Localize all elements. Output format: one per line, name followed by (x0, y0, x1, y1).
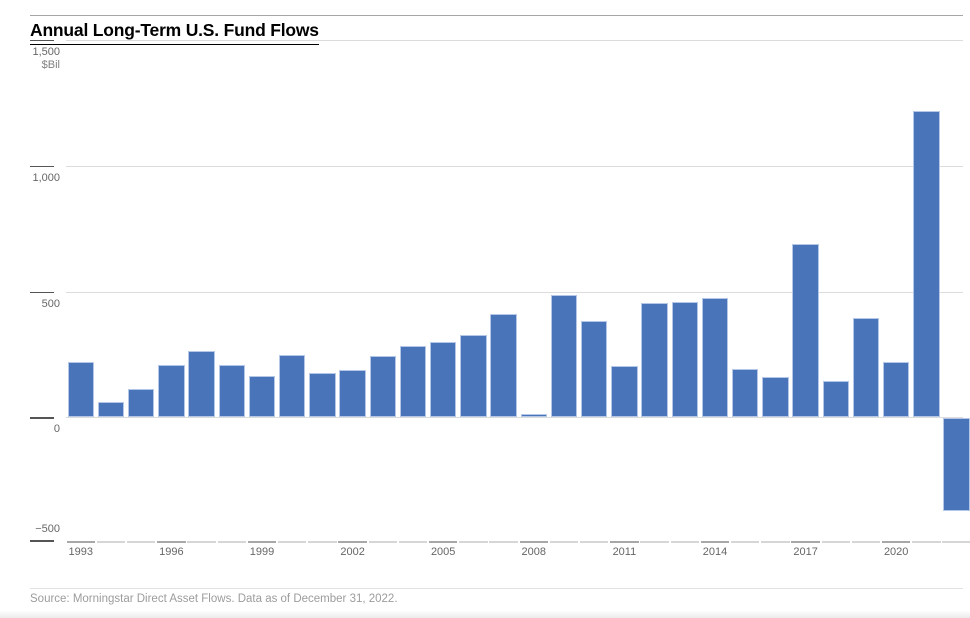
gridline-500 (65, 291, 963, 293)
bar-1996[interactable] (158, 365, 185, 418)
x-axis-tick-1994 (96, 541, 126, 543)
x-axis-label-2008: 2008 (521, 546, 547, 559)
y-axis-label-500: 500 (41, 297, 60, 310)
x-axis-label-2017: 2017 (793, 546, 818, 559)
gridline-0 (65, 417, 963, 419)
x-axis-label-2011: 2011 (612, 546, 637, 559)
bar-1998[interactable] (218, 365, 245, 418)
bar-2018[interactable] (822, 380, 849, 418)
x-axis-label-1999: 1999 (249, 546, 275, 559)
x-axis-tick-2002 (338, 541, 367, 543)
bar-1995[interactable] (128, 389, 155, 418)
x-axis-label-2002: 2002 (340, 546, 365, 559)
bar-chart-plot-area: 1,500 $Bil 1,000 500 0 −500 1993 1996 1999 2002 20… (30, 39, 970, 559)
bar-2003[interactable] (369, 356, 396, 418)
y-axis-label-0: 0 (53, 423, 60, 436)
source-note: Source: Morningstar Direct Asset Flows. … (30, 593, 398, 605)
x-axis-tick-2019 (851, 541, 881, 543)
x-axis-tick-2007 (489, 541, 518, 543)
bar-2021[interactable] (913, 110, 940, 418)
bar-1993[interactable] (67, 362, 94, 418)
x-axis-tick-2008 (519, 541, 548, 543)
bar-2014[interactable] (701, 297, 729, 418)
bar-2002[interactable] (339, 370, 366, 418)
y-axis-label-1000: 1,000 (32, 171, 60, 184)
x-axis-tick-2000 (278, 541, 307, 543)
bar-2004[interactable] (399, 346, 427, 418)
bar-2005[interactable] (430, 342, 457, 418)
x-axis-tick-2011 (610, 541, 639, 543)
x-axis-label-1996: 1996 (159, 546, 184, 559)
bar-2010[interactable] (581, 321, 608, 418)
x-axis-tick-2004 (398, 541, 428, 543)
y-axis-unit-label: $Bil (41, 58, 60, 71)
y-axis-label--500: −500 (35, 523, 60, 535)
x-axis-tick-2005 (429, 541, 458, 543)
bar-2009[interactable] (550, 294, 578, 418)
y-axis-label-1500: 1,500 (32, 45, 60, 58)
x-axis-tick-1996 (157, 541, 186, 543)
x-axis-tick-2017 (791, 541, 820, 543)
bar-1997[interactable] (188, 350, 215, 418)
x-axis-tick-2016 (761, 541, 790, 543)
y-axis-tick--500 (30, 540, 54, 542)
bar-1994[interactable] (97, 402, 125, 418)
x-axis-tick-1993 (66, 541, 95, 543)
x-axis-tick-2022 (942, 541, 970, 543)
y-axis-tick-1000 (30, 165, 54, 168)
y-axis-tick-500 (30, 291, 54, 294)
x-axis-tick-2012 (640, 541, 669, 543)
x-axis-tick-2014 (700, 541, 730, 543)
x-axis-tick-2018 (821, 541, 850, 543)
x-axis-tick-2001 (308, 541, 337, 543)
bar-2008[interactable] (520, 414, 547, 418)
x-axis-tick-2009 (549, 541, 579, 543)
bar-2022[interactable] (943, 418, 970, 512)
bar-2015[interactable] (732, 369, 759, 418)
x-axis-tick-2003 (368, 541, 397, 543)
source-divider (30, 588, 963, 589)
bar-2013[interactable] (671, 301, 698, 418)
x-axis-label-1993: 1993 (68, 546, 94, 559)
bar-2020[interactable] (883, 361, 910, 418)
bar-2001[interactable] (309, 373, 336, 418)
x-axis-label-2014: 2014 (702, 546, 728, 559)
bar-2006[interactable] (460, 335, 487, 418)
gridline-1500 (65, 39, 963, 41)
y-axis-tick-0 (30, 417, 54, 419)
bar-2000[interactable] (279, 355, 306, 418)
x-axis-tick-2015 (731, 541, 760, 543)
x-axis-tick-2021 (912, 541, 941, 543)
x-axis-label-2005: 2005 (430, 546, 456, 559)
bar-2019[interactable] (852, 318, 880, 418)
bar-2007[interactable] (490, 313, 517, 418)
x-axis-tick-2020 (882, 541, 911, 543)
bar-2016[interactable] (762, 376, 789, 418)
bar-1999[interactable] (248, 375, 276, 418)
x-axis-tick-2010 (580, 541, 609, 543)
x-axis-tick-2006 (459, 541, 488, 543)
bar-2011[interactable] (611, 365, 638, 418)
x-axis-tick-1999 (247, 541, 277, 543)
x-axis-tick-1997 (187, 541, 216, 543)
x-axis-tick-2013 (670, 541, 699, 543)
bar-2017[interactable] (792, 243, 819, 418)
y-axis-tick-1500 (30, 39, 54, 42)
x-axis-label-2020: 2020 (883, 546, 909, 559)
chart-title: Annual Long-Term U.S. Fund Flows (30, 20, 319, 45)
x-axis-tick-1998 (217, 541, 246, 543)
gridline-1000 (65, 165, 963, 167)
x-axis-tick-1995 (127, 541, 156, 543)
top-divider (30, 15, 963, 16)
bottom-edge-shading (0, 611, 970, 618)
bar-2012[interactable] (641, 302, 668, 418)
